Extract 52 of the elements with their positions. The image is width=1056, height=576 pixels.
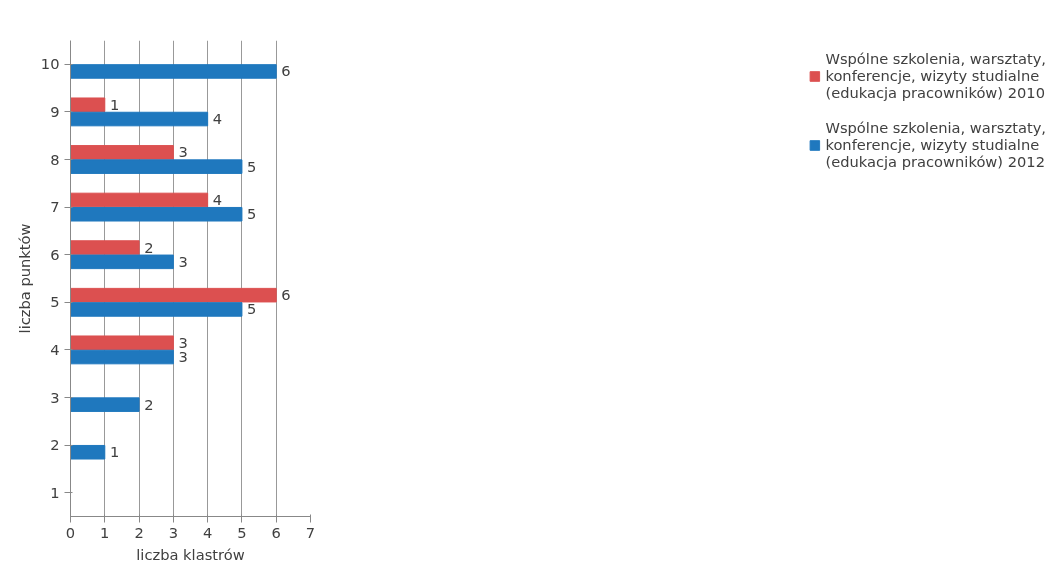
legend-label: Wspólne szkolenia, warsztaty, konferencje, wizyty studialne (edukacja pracowników) 2010 — [825, 50, 1046, 101]
data-label: 3 — [178, 333, 188, 351]
y-axis-title: liczba punktów — [15, 223, 33, 334]
y-tick-label: 3 — [50, 388, 60, 406]
data-label: 5 — [247, 205, 257, 223]
data-label: 4 — [212, 190, 223, 208]
bar — [70, 97, 106, 113]
data-label: 3 — [178, 252, 188, 270]
data-label: 6 — [281, 286, 291, 304]
bar — [70, 349, 174, 365]
bar — [70, 145, 174, 160]
bar — [70, 397, 140, 412]
x-tick-label: 2 — [134, 523, 144, 541]
data-label: 4 — [212, 110, 223, 128]
y-tick-label: 8 — [50, 150, 60, 168]
data-label: 6 — [281, 62, 291, 80]
data-label: 3 — [178, 143, 188, 161]
x-tick-label: 7 — [305, 523, 316, 541]
y-tick-label: 5 — [50, 293, 60, 311]
x-tick-label: 6 — [271, 523, 281, 541]
y-tick-label: 2 — [50, 436, 60, 454]
bar — [70, 287, 277, 303]
bar — [70, 159, 243, 174]
data-label: 2 — [144, 395, 154, 413]
data-label: 5 — [247, 300, 257, 318]
bar — [70, 254, 174, 270]
bar — [70, 64, 277, 79]
bar — [70, 302, 243, 317]
x-tick-label: 5 — [237, 523, 247, 541]
data-label: 2 — [144, 238, 154, 256]
data-label: 1 — [109, 95, 120, 113]
data-label: 3 — [178, 348, 188, 366]
y-tick-label: 7 — [50, 198, 60, 216]
x-axis-title: liczba klastrów — [136, 545, 245, 563]
x-tick-label: 4 — [202, 523, 213, 541]
x-tick-label: 0 — [65, 523, 76, 541]
bar — [70, 192, 209, 208]
bar — [70, 206, 243, 222]
x-tick-label: 1 — [100, 523, 110, 541]
bar — [70, 335, 174, 351]
y-tick-label: 4 — [50, 340, 60, 358]
y-tick-label: 1 — [50, 483, 60, 501]
data-label: 1 — [109, 443, 120, 461]
legend-label: Wspólne szkolenia, warsztaty, konferencje, wizyty studialne (edukacja pracowników) 2012 — [825, 119, 1046, 170]
y-tick-label: 9 — [50, 102, 60, 120]
bar — [70, 444, 106, 460]
x-tick-label: 3 — [168, 523, 179, 541]
bar — [70, 111, 209, 127]
y-tick-label: 10 — [40, 55, 60, 73]
data-label: 5 — [247, 157, 257, 175]
bar — [70, 240, 140, 255]
y-tick-label: 6 — [50, 245, 60, 263]
